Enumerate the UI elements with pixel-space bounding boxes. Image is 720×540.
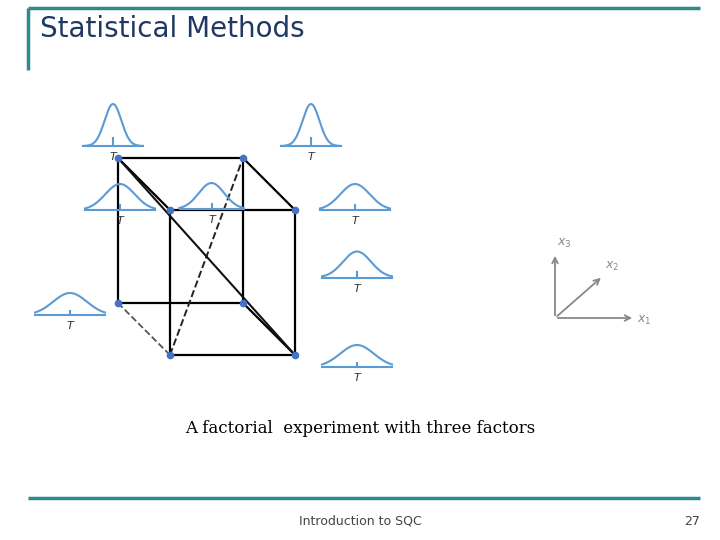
Text: T: T [351, 216, 359, 226]
Text: Introduction to SQC: Introduction to SQC [299, 515, 421, 528]
Text: T: T [109, 152, 117, 162]
Text: $x_2$: $x_2$ [605, 260, 619, 273]
Text: T: T [117, 216, 123, 226]
Text: T: T [354, 284, 361, 294]
Text: $x_3$: $x_3$ [557, 237, 572, 250]
Text: T: T [67, 321, 73, 331]
Text: 27: 27 [684, 515, 700, 528]
Text: T: T [354, 373, 361, 383]
Text: T: T [307, 152, 315, 162]
Text: A factorial  experiment with three factors: A factorial experiment with three factor… [185, 420, 535, 437]
Text: T: T [208, 215, 215, 225]
Text: Statistical Methods: Statistical Methods [40, 15, 305, 43]
Text: $x_1$: $x_1$ [637, 313, 652, 327]
